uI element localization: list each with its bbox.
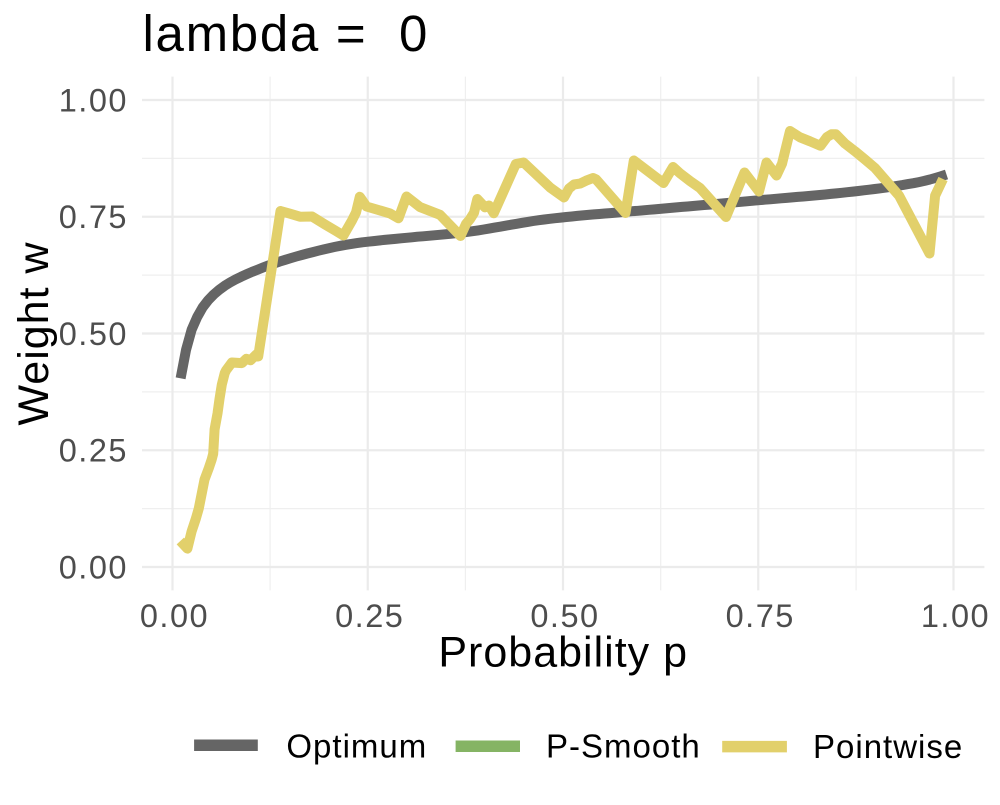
svg-text:P-Smooth: P-Smooth — [546, 728, 701, 765]
svg-text:1.00: 1.00 — [59, 82, 128, 118]
svg-text:0.00: 0.00 — [140, 598, 209, 634]
svg-text:0.50: 0.50 — [530, 598, 599, 634]
svg-text:Optimum: Optimum — [286, 728, 427, 765]
svg-text:lambda = 0: lambda = 0 — [143, 5, 430, 62]
svg-text:0.50: 0.50 — [59, 316, 128, 352]
svg-text:0.25: 0.25 — [59, 433, 128, 469]
svg-text:Pointwise: Pointwise — [813, 728, 963, 765]
svg-text:Probability p: Probability p — [438, 629, 688, 677]
svg-text:0.75: 0.75 — [726, 598, 795, 634]
svg-text:Weight w: Weight w — [10, 241, 58, 425]
svg-text:1.00: 1.00 — [921, 598, 990, 634]
svg-text:0.75: 0.75 — [59, 199, 128, 235]
svg-text:0.25: 0.25 — [335, 598, 404, 634]
svg-text:0.00: 0.00 — [59, 549, 128, 585]
